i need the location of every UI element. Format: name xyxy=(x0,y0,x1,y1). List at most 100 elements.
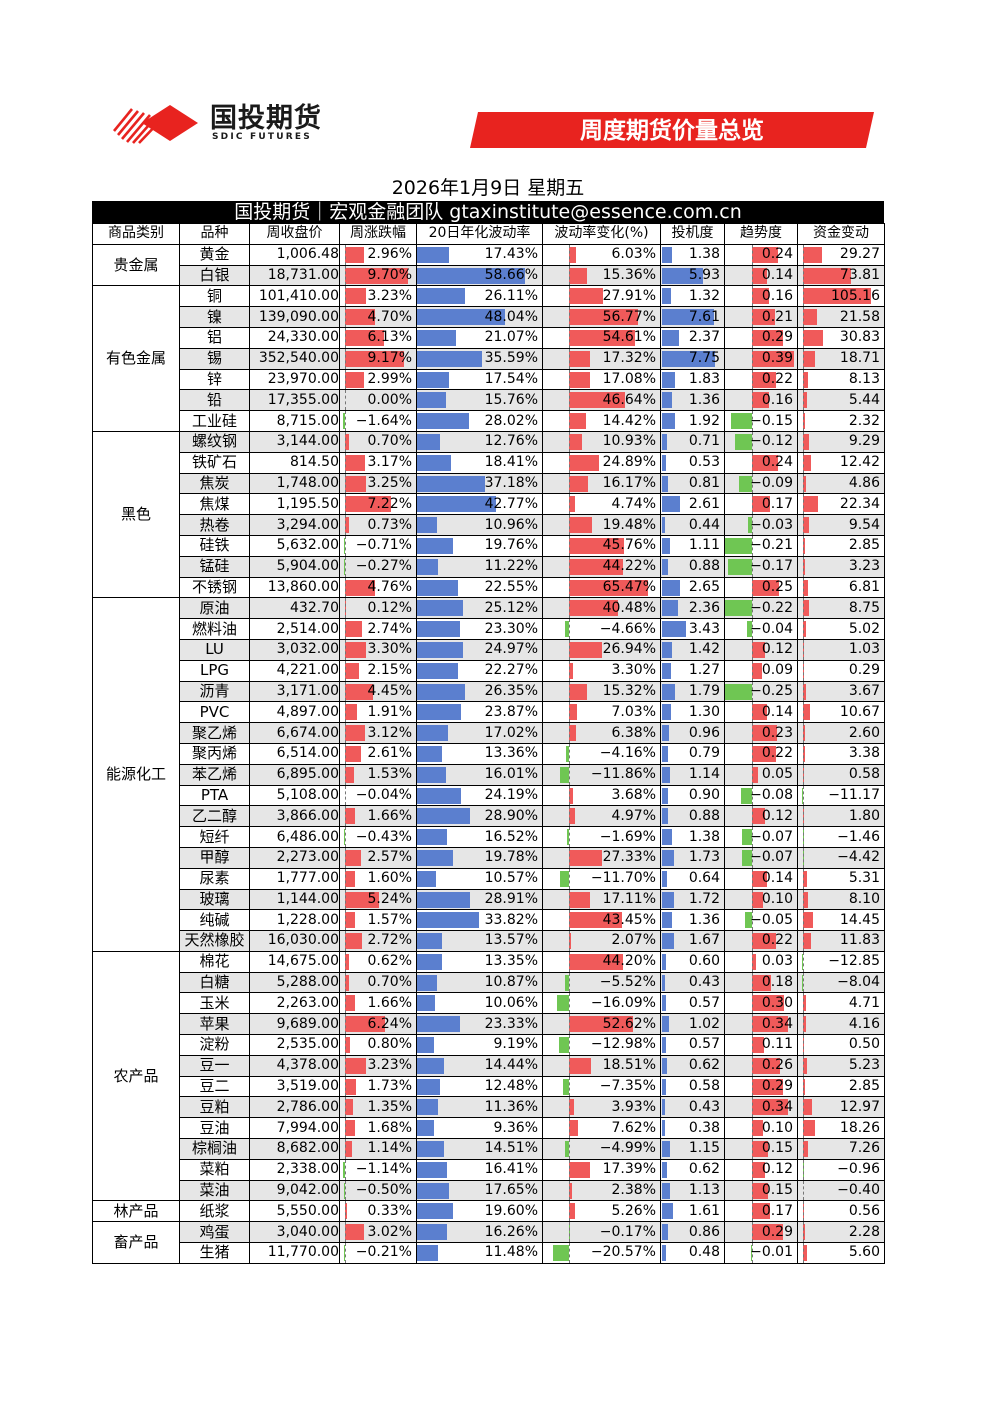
volchg-value: −7.35% xyxy=(599,1078,656,1095)
fund-cell: −0.96 xyxy=(797,1158,885,1181)
volchg-cell: −16.09% xyxy=(542,992,661,1015)
zero-axis-line xyxy=(568,910,570,930)
table-row: 豆粕 2,786.00 1.35% 11.36% 3.93% 0.43 0.34 12.97 xyxy=(93,1096,885,1119)
volchg-cell: −0.17% xyxy=(542,1221,661,1244)
zero-axis-line xyxy=(752,723,754,743)
spec-value: 1.42 xyxy=(688,641,720,658)
fund-cell: 1.80 xyxy=(797,805,885,828)
volchg-bar xyxy=(568,953,623,970)
vol-cell: 28.91% xyxy=(416,888,543,911)
zero-axis-line xyxy=(344,993,346,1013)
spec-value: 2.36 xyxy=(688,599,720,616)
table-row: 短纤 6,486.00 −0.43% 16.52% −1.69% 1.38 −0.07 −1.… xyxy=(93,826,885,848)
chg-cell: 3.12% xyxy=(339,722,417,744)
vol-value: 28.90% xyxy=(484,807,538,824)
report-date: 2026年1月9日 星期五 xyxy=(391,177,585,199)
volchg-bar xyxy=(568,517,593,534)
zero-axis-line xyxy=(752,848,754,868)
trend-cell: 0.15 xyxy=(724,1179,798,1202)
close-price-cell: 1,777.00 xyxy=(249,867,340,890)
fund-cell: 3.38 xyxy=(797,742,885,765)
trend-bar xyxy=(752,891,763,908)
trend-bar xyxy=(752,808,766,825)
trend-value: 0.03 xyxy=(761,953,793,970)
spec-bar xyxy=(662,350,716,367)
trend-bar xyxy=(752,496,771,513)
product-name-cell: 黄金 xyxy=(179,243,250,266)
product-name-cell: 燃料油 xyxy=(179,618,250,640)
volchg-bar xyxy=(568,267,588,284)
volchg-cell: 4.74% xyxy=(542,493,661,516)
trend-bar xyxy=(750,1245,753,1262)
vol-value: 10.06% xyxy=(484,994,538,1011)
fund-cell: 8.13 xyxy=(797,368,885,391)
chg-value: 2.72% xyxy=(367,932,412,949)
spec-bar xyxy=(662,1203,674,1220)
spec-cell: 1.73 xyxy=(660,846,725,869)
fund-bar xyxy=(803,600,809,617)
zero-axis-line xyxy=(568,702,570,722)
chg-cell: −0.43% xyxy=(339,826,417,848)
volchg-value: −4.16% xyxy=(599,745,656,762)
trend-cell: 0.09 xyxy=(724,659,798,682)
zero-axis-line xyxy=(752,786,754,805)
chg-bar xyxy=(344,870,355,887)
spec-value: 1.14 xyxy=(688,766,720,783)
vol-value: 16.26% xyxy=(484,1223,538,1240)
spec-value: 1.15 xyxy=(688,1140,720,1157)
close-price-cell: 6,486.00 xyxy=(249,826,340,848)
table-row: 有色金属铜 101,410.00 3.23% 26.11% 27.91% 1.32 0.16… xyxy=(92,285,885,432)
fund-cell: 5.31 xyxy=(797,867,885,890)
volchg-cell: 15.36% xyxy=(542,264,661,287)
zero-axis-line xyxy=(803,765,805,785)
vol-value: 17.02% xyxy=(484,724,538,741)
fund-cell: 12.97 xyxy=(797,1096,885,1119)
vol-value: 24.97% xyxy=(484,641,538,658)
volchg-cell: 56.77% xyxy=(542,306,661,328)
close-price-cell: 4,221.00 xyxy=(249,659,340,682)
vol-cell: 17.54% xyxy=(416,368,543,391)
trend-cell: −0.21 xyxy=(724,534,798,557)
vol-value: 10.57% xyxy=(484,870,538,887)
zero-axis-line xyxy=(752,245,754,265)
spec-value: 3.43 xyxy=(688,620,720,637)
vol-bar xyxy=(417,1141,444,1158)
fund-value: 22.34 xyxy=(839,495,880,512)
volchg-value: 15.32% xyxy=(602,682,656,699)
vol-cell: 21.07% xyxy=(416,326,543,349)
product-name-cell: 热卷 xyxy=(179,514,250,536)
volchg-bar xyxy=(568,579,649,596)
spec-value: 2.37 xyxy=(688,329,720,346)
volchg-value: 6.03% xyxy=(611,246,656,263)
vol-value: 22.55% xyxy=(484,578,538,595)
fund-cell: 5.44 xyxy=(797,389,885,412)
fund-value: 11.83 xyxy=(839,932,880,949)
spec-value: 1.38 xyxy=(688,828,720,845)
vol-cell: 22.27% xyxy=(416,659,543,682)
vol-bar xyxy=(417,953,442,970)
spec-bar xyxy=(662,392,672,409)
zero-axis-line xyxy=(344,245,346,265)
chg-value: 3.17% xyxy=(367,454,412,471)
close-price-cell: 5,632.00 xyxy=(249,534,340,557)
chg-cell: 0.70% xyxy=(339,430,417,453)
close-price-cell: 3,171.00 xyxy=(249,680,340,703)
vol-bar xyxy=(417,870,437,887)
vol-value: 58.66% xyxy=(484,266,538,283)
zero-axis-line xyxy=(568,1201,570,1221)
volchg-bar xyxy=(568,246,577,263)
volchg-cell: 17.32% xyxy=(542,347,661,370)
fund-cell: 5.60 xyxy=(797,1242,885,1264)
vol-bar xyxy=(417,1203,454,1220)
spec-cell: 1.79 xyxy=(660,680,725,703)
volchg-cell: 19.48% xyxy=(542,514,661,536)
chg-value: 3.23% xyxy=(367,1057,412,1074)
volchg-cell: 17.11% xyxy=(542,888,661,911)
spec-value: 1.36 xyxy=(688,911,720,928)
zero-axis-line xyxy=(344,307,346,327)
zero-axis-line xyxy=(752,765,754,785)
product-name-cell: 乙二醇 xyxy=(179,805,250,828)
volchg-value: 6.38% xyxy=(611,724,656,741)
fund-value: 7.26 xyxy=(848,1140,880,1157)
vol-value: 13.35% xyxy=(484,953,538,970)
